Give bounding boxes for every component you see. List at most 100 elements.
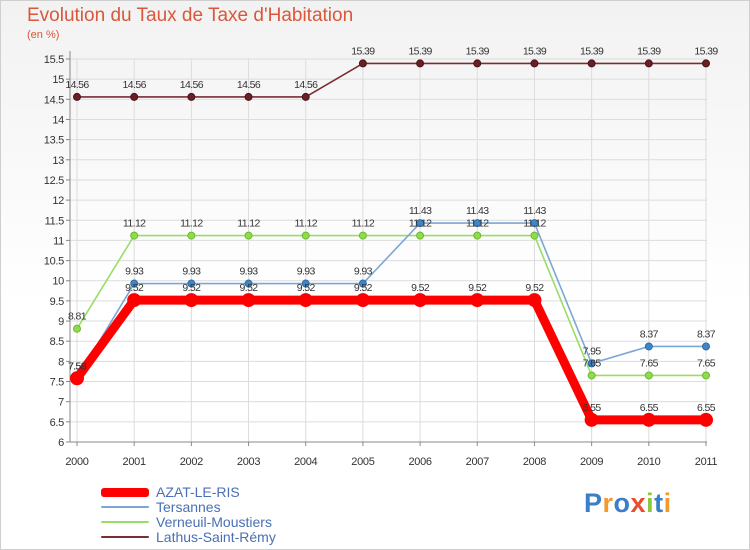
- data-point-lathus-saint-r-my: [644, 59, 653, 68]
- data-label-azat-le-ris: 6.55: [697, 402, 716, 414]
- y-tick-label: 15.5: [44, 54, 64, 66]
- data-label-verneuil-moustiers: 11.12: [180, 218, 203, 230]
- data-point-azat-le-ris: [641, 412, 656, 427]
- x-tick-label: 2000: [65, 456, 88, 468]
- data-point-azat-le-ris: [70, 371, 84, 386]
- y-tick-label: 8: [58, 356, 64, 368]
- data-label-tersannes: 11.43: [523, 205, 546, 217]
- data-label-lathus-saint-r-my: 14.56: [123, 79, 147, 91]
- gridlines: [70, 58, 707, 443]
- data-label-lathus-saint-r-my: 15.39: [408, 45, 432, 57]
- data-point-tersannes: [244, 279, 253, 288]
- data-label-verneuil-moustiers: 11.12: [294, 218, 317, 230]
- data-label-azat-le-ris: 6.55: [583, 402, 602, 414]
- data-label-lathus-saint-r-my: 14.56: [294, 79, 318, 91]
- data-point-verneuil-moustiers: [702, 371, 710, 380]
- data-point-lathus-saint-r-my: [187, 92, 196, 101]
- legend-label: Verneuil-Moustiers: [156, 514, 272, 530]
- y-tick-label: 6.5: [50, 417, 65, 429]
- data-label-verneuil-moustiers: 11.12: [409, 218, 432, 230]
- data-label-verneuil-moustiers: 8.81: [68, 311, 87, 323]
- data-label-tersannes: 7.58: [68, 360, 87, 372]
- data-label-azat-le-ris: 6.55: [640, 402, 659, 414]
- data-label-verneuil-moustiers: 11.12: [466, 218, 489, 230]
- y-tick-label: 13.5: [44, 135, 64, 147]
- data-point-lathus-saint-r-my: [530, 59, 539, 68]
- data-point-verneuil-moustiers: [644, 371, 653, 380]
- series-line-tersannes: [76, 222, 707, 380]
- y-tick-label: 7: [58, 397, 64, 409]
- data-label-verneuil-moustiers: 11.12: [523, 218, 546, 230]
- data-label-tersannes: 9.93: [125, 266, 144, 278]
- y-tick-label: 14.5: [44, 94, 64, 106]
- data-point-verneuil-moustiers: [587, 371, 596, 380]
- data-label-verneuil-moustiers: 11.12: [123, 218, 146, 230]
- data-point-verneuil-moustiers: [358, 231, 367, 240]
- data-point-tersannes: [644, 342, 653, 351]
- y-tick-label: 10.5: [44, 256, 64, 268]
- y-tick-labels: 6 6.5 7 7.5 8 8.5 9 9.5 10 10.5 11 11.5 12 12.5 13 13.5…: [44, 54, 65, 449]
- data-point-azat-le-ris: [298, 293, 313, 308]
- chart-title: Evolution du Taux de Taxe d'Habitation: [27, 5, 354, 26]
- data-point-lathus-saint-r-my: [73, 92, 81, 101]
- data-labels: 7.58 9.52 9.52 9.52 9.52 9.52 9.52 9.52 9.52 6.55…: [65, 45, 719, 414]
- data-point-lathus-saint-r-my: [244, 92, 253, 101]
- data-label-verneuil-moustiers: 7.65: [640, 357, 659, 369]
- data-point-lathus-saint-r-my: [587, 59, 596, 68]
- x-tick-label: 2009: [580, 456, 603, 468]
- data-point-azat-le-ris: [699, 412, 713, 427]
- data-point-tersannes: [187, 279, 196, 288]
- data-point-tersannes: [702, 342, 710, 351]
- data-label-azat-le-ris: 9.52: [125, 282, 144, 294]
- logo-letter: t: [654, 488, 664, 518]
- x-tick-label: 2002: [180, 456, 203, 468]
- x-tick-label: 2008: [523, 456, 546, 468]
- legend-label: AZAT-LE-RIS: [156, 484, 240, 500]
- data-point-verneuil-moustiers: [244, 231, 253, 240]
- data-label-tersannes: 11.43: [409, 205, 432, 217]
- y-tick-label: 9.5: [50, 296, 65, 308]
- data-label-tersannes: 9.93: [354, 266, 373, 278]
- logo-letter: r: [602, 488, 614, 518]
- data-point-azat-le-ris: [413, 293, 428, 308]
- x-tick-label: 2010: [637, 456, 660, 468]
- data-label-azat-le-ris: 9.52: [411, 282, 430, 294]
- legend-swatch: [101, 487, 149, 497]
- data-label-azat-le-ris: 9.52: [240, 282, 259, 294]
- logo-letter: P: [584, 488, 603, 518]
- data-label-azat-le-ris: 9.52: [525, 282, 544, 294]
- y-tick-label: 11.5: [45, 215, 65, 227]
- data-point-tersannes: [301, 279, 310, 288]
- legend-label: Tersannes: [156, 499, 221, 515]
- x-tick-label: 2003: [237, 456, 260, 468]
- data-point-tersannes: [473, 219, 482, 228]
- x-tick-label: 2006: [408, 456, 431, 468]
- x-tick-label: 2004: [294, 456, 317, 468]
- logo-letter: i: [646, 488, 655, 518]
- data-label-tersannes: 9.93: [240, 266, 259, 278]
- y-tick-label: 13: [52, 155, 64, 167]
- legend-label: Lathus-Saint-Rémy: [156, 529, 276, 545]
- data-label-lathus-saint-r-my: 15.39: [523, 45, 547, 57]
- x-tick-label: 2001: [123, 456, 146, 468]
- data-point-verneuil-moustiers: [416, 231, 425, 240]
- x-tick-label: 2005: [351, 456, 374, 468]
- data-point-lathus-saint-r-my: [358, 59, 367, 68]
- data-label-tersannes: 8.37: [640, 328, 659, 340]
- data-point-azat-le-ris: [184, 293, 199, 308]
- data-point-tersannes: [587, 359, 596, 368]
- y-axis-unit-label: (en %): [27, 29, 60, 41]
- data-point-verneuil-moustiers: [187, 231, 196, 240]
- data-label-tersannes: 9.93: [182, 266, 201, 278]
- logo-letter: i: [663, 488, 672, 518]
- legend-swatch: [101, 521, 149, 523]
- data-point-azat-le-ris: [127, 293, 142, 308]
- series-line-azat-le-ris: [72, 295, 711, 425]
- data-point-azat-le-ris: [355, 293, 370, 308]
- data-point-tersannes: [416, 219, 425, 228]
- series-line-lathus-saint-r-my: [76, 62, 707, 98]
- data-point-azat-le-ris: [241, 293, 256, 308]
- data-label-lathus-saint-r-my: 15.39: [580, 45, 604, 57]
- y-tick-label: 6: [58, 437, 64, 449]
- data-point-lathus-saint-r-my: [416, 59, 425, 68]
